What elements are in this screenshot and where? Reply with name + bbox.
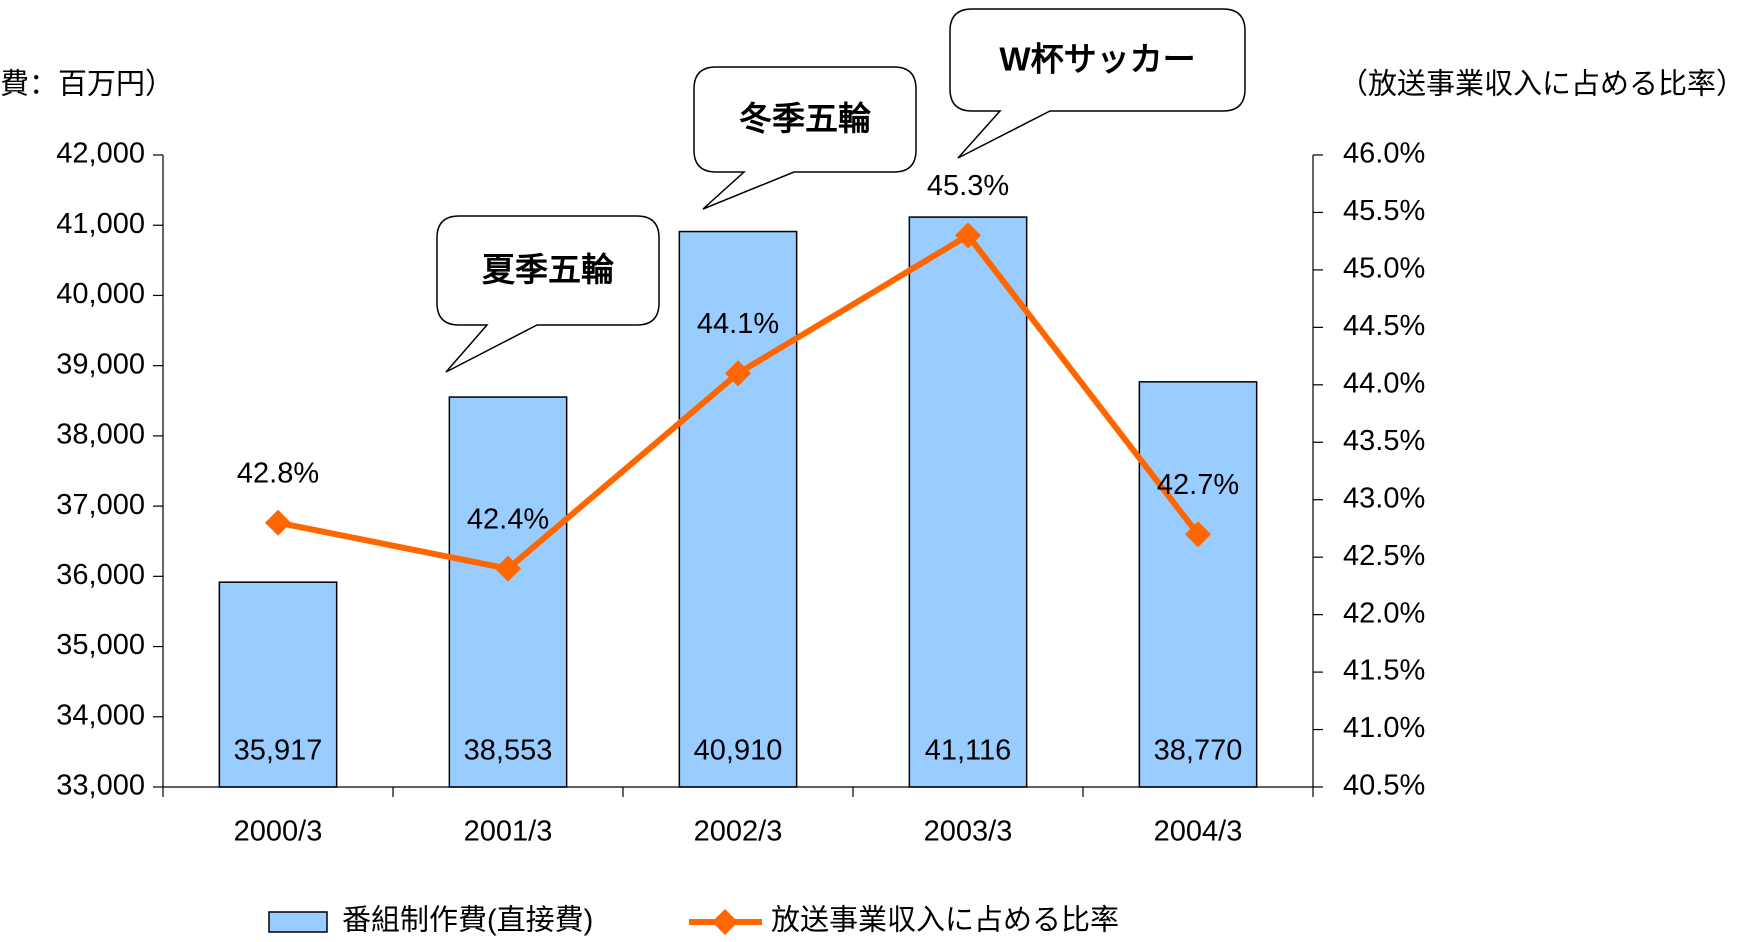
y-tick-label: 40,000 [56,278,145,310]
bar [218,581,338,788]
bar-value-label: 35,917 [234,735,323,767]
y2-tick-label: 42.5% [1343,540,1425,572]
y2-tick-label: 43.5% [1343,425,1425,457]
y2-axis-label: （放送事業収入に占める比率） [1339,68,1745,101]
y-tick-label: 34,000 [56,699,145,731]
legend-label: 番組制作費(直接費) [342,904,593,937]
y-tick-label: 41,000 [56,208,145,240]
legend-marker [712,909,738,935]
bar [908,216,1028,788]
y-tick-label: 37,000 [56,489,145,521]
y2-tick-label: 46.0% [1343,138,1425,170]
y2-tick-label: 45.0% [1343,253,1425,285]
line-value-label: 44.1% [697,308,779,340]
y-tick-label: 33,000 [56,770,145,802]
x-tick-label: 2001/3 [464,816,553,848]
line-marker [1185,521,1211,548]
x-tick-label: 2000/3 [234,816,323,848]
callout-bubble [693,66,917,210]
line-value-label: 42.4% [467,503,549,535]
y2-tick-label: 44.5% [1343,310,1425,342]
line-value-label: 45.3% [927,170,1009,202]
callout-bubble [949,8,1246,159]
bar-value-label: 41,116 [925,735,1012,767]
y-tick-label: 38,000 [56,419,145,451]
bar-value-label: 40,910 [694,735,783,767]
y2-tick-label: 43.0% [1343,482,1425,514]
callout-bubble [436,215,660,373]
legend-label: 放送事業収入に占める比率 [771,904,1119,937]
y-tick-label: 42,000 [56,138,145,170]
line-marker [955,222,981,249]
y-tick-label: 39,000 [56,348,145,380]
y-axis-label: 費：百万円） [0,68,174,101]
line-value-label: 42.8% [237,457,319,489]
y2-tick-label: 45.5% [1343,195,1425,227]
y-tick-label: 36,000 [56,559,145,591]
x-tick-label: 2002/3 [694,816,783,848]
line-marker [495,555,521,582]
y2-tick-label: 42.0% [1343,597,1425,629]
bar [448,396,568,788]
x-tick-label: 2004/3 [1154,816,1243,848]
bar-value-label: 38,770 [1154,735,1243,767]
x-tick-label: 2003/3 [924,816,1013,848]
line-value-label: 42.7% [1157,469,1239,501]
callout-text: 冬季五輪 [739,100,871,137]
bar [1138,381,1258,788]
y2-tick-label: 44.0% [1343,367,1425,399]
callout-text: W杯サッカー [999,41,1195,78]
line-marker [265,509,291,536]
y2-tick-label: 41.5% [1343,655,1425,687]
bar-value-label: 38,553 [464,735,553,767]
callout-text: 夏季五輪 [482,251,614,288]
line-marker [725,360,751,387]
bar [678,230,798,788]
y2-tick-label: 40.5% [1343,770,1425,802]
y2-tick-label: 41.0% [1343,712,1425,744]
y-tick-label: 35,000 [56,629,145,661]
legend-swatch [268,911,328,933]
